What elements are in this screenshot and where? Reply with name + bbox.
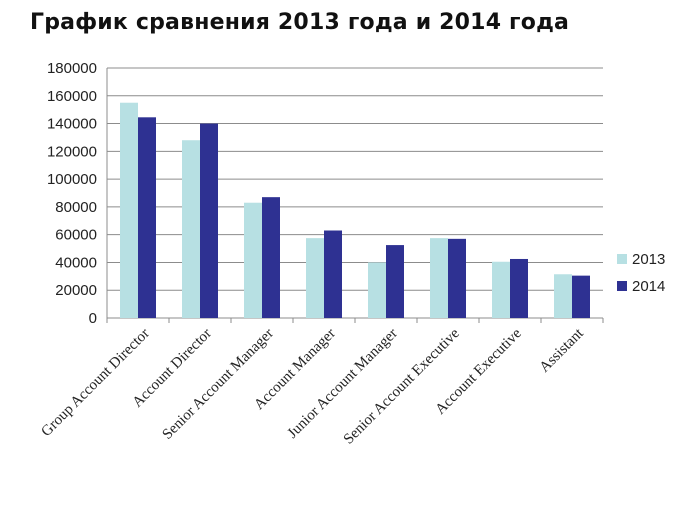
legend-swatch (617, 254, 627, 264)
x-tick-label: Junior Account Manager (285, 326, 401, 442)
bar-2013 (430, 238, 448, 318)
y-tick-label: 100000 (47, 171, 97, 188)
bar-2013 (368, 262, 386, 318)
x-tick-label: Senior Account Manager (159, 326, 276, 443)
y-tick-label: 0 (89, 310, 97, 327)
bar-2013 (182, 140, 200, 318)
y-tick-label: 20000 (55, 282, 97, 299)
bar-2014 (262, 197, 280, 318)
bar-2013 (244, 202, 262, 318)
x-tick-label: Senior Account Executive (341, 325, 463, 447)
bar-2014 (572, 275, 590, 318)
bar-2013 (120, 102, 138, 318)
legend-label: 2014 (632, 278, 665, 295)
x-tick-label: Group Account Director (38, 326, 152, 440)
bar-2013 (554, 274, 572, 318)
y-tick-label: 160000 (47, 88, 97, 105)
y-tick-label: 180000 (47, 60, 97, 77)
bar-2014 (324, 230, 342, 318)
bar-2014 (138, 117, 156, 318)
bar-2013 (492, 261, 510, 318)
y-tick-label: 60000 (55, 227, 97, 244)
y-tick-label: 80000 (55, 199, 97, 216)
bar-2013 (306, 238, 324, 318)
y-tick-label: 40000 (55, 254, 97, 271)
y-tick-label: 140000 (47, 116, 97, 133)
y-tick-label: 120000 (47, 143, 97, 160)
bar-2014 (448, 238, 466, 318)
bar-2014 (510, 258, 528, 318)
chart-title: График сравнения 2013 года и 2014 года (30, 10, 570, 35)
legend-label: 2013 (632, 251, 665, 268)
bar-2014 (200, 123, 218, 318)
x-tick-label: Assistant (537, 325, 588, 376)
legend-swatch (617, 281, 627, 291)
bar-2014 (386, 245, 404, 318)
